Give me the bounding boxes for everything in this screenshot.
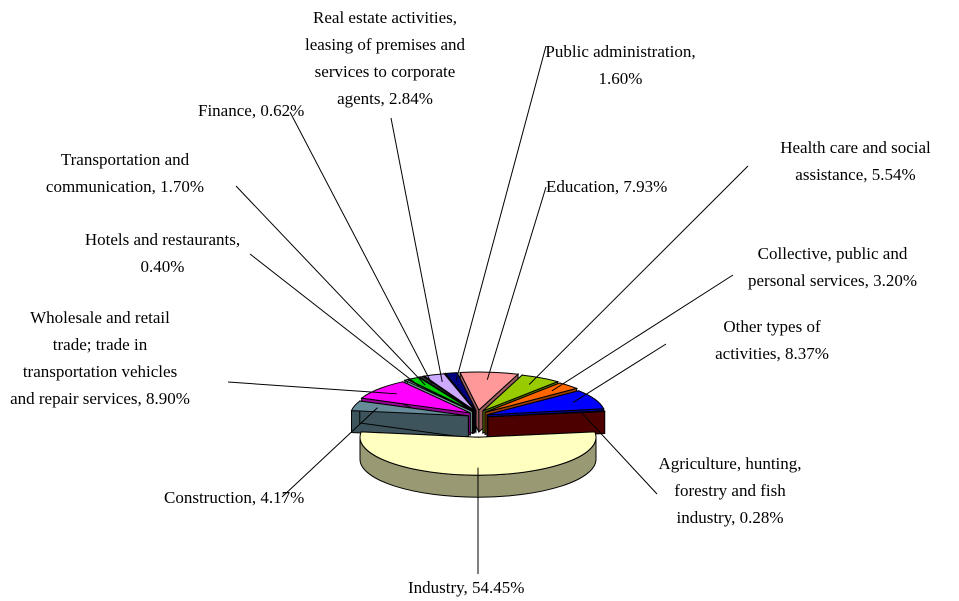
leader-line [551,274,734,392]
data-label: Agriculture, hunting, forestry and fish … [658,454,802,527]
slice [360,381,471,414]
slice [350,400,469,417]
data-label: Hotels and restaurants, 0.40% [84,230,241,276]
data-label: Health care and social assistance, 5.54% [780,138,931,184]
slice [417,375,474,412]
data-label: Other types of activities, 8.37% [715,317,829,363]
leader-line [486,186,547,380]
leader-line [390,117,443,383]
data-label: Public administration, 1.60% [545,42,696,88]
data-label: Real estate activities, leasing of premi… [304,8,466,108]
data-label: Collective, public and personal services… [747,244,917,290]
data-label: Finance, 0.62% [198,101,305,120]
leader-line [573,343,667,403]
slice [487,410,606,418]
leader-line [281,407,378,498]
leader-line [528,165,749,385]
data-label: Construction, 4.17% [164,488,305,507]
slice [406,376,474,412]
leader-line [455,45,547,381]
slice [482,374,560,412]
leader-line [227,381,397,395]
leader-line [249,253,420,387]
leader-line [580,411,658,495]
data-label: Education, 7.93% [546,177,668,196]
data-label: Transportation and communication, 1.70% [45,150,205,196]
slice [403,379,473,412]
leader-line [235,185,426,386]
slice [423,373,475,411]
leader-line [289,111,433,384]
data-label: Industry, 54.45% [408,578,525,597]
data-label: Wholesale and retail trade; trade in tra… [10,308,190,408]
slice [487,390,605,416]
slice [444,372,477,411]
